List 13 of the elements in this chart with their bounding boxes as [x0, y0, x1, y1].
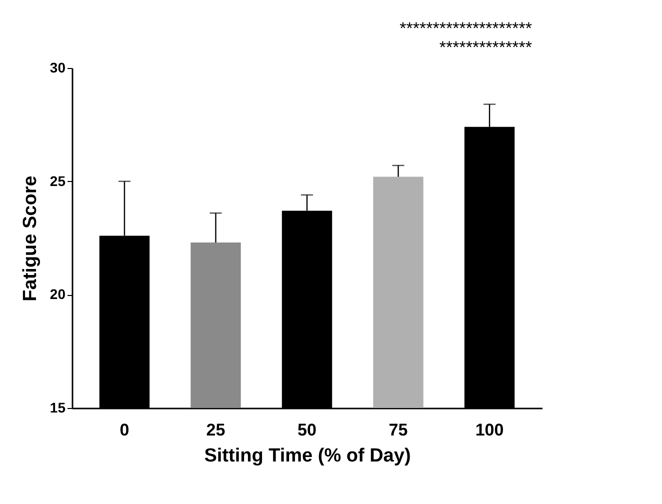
- y-tick-label: 25: [50, 172, 66, 189]
- y-tick-label: 15: [50, 400, 66, 416]
- x-tick-label: 75: [388, 420, 408, 440]
- text: ********************: [400, 19, 532, 38]
- x-tick-label: 100: [475, 420, 504, 440]
- y-tick-label: 20: [50, 286, 66, 302]
- x-tick-label: 50: [298, 420, 316, 440]
- y-axis-title: Fatigue Score: [20, 176, 41, 302]
- text: **************: [439, 38, 532, 57]
- y-tick-label: 30: [50, 60, 66, 76]
- x-tick-label: 0: [120, 420, 130, 440]
- x-tick-label: 25: [206, 420, 226, 440]
- x-axis-title: Sitting Time (% of Day): [204, 446, 411, 466]
